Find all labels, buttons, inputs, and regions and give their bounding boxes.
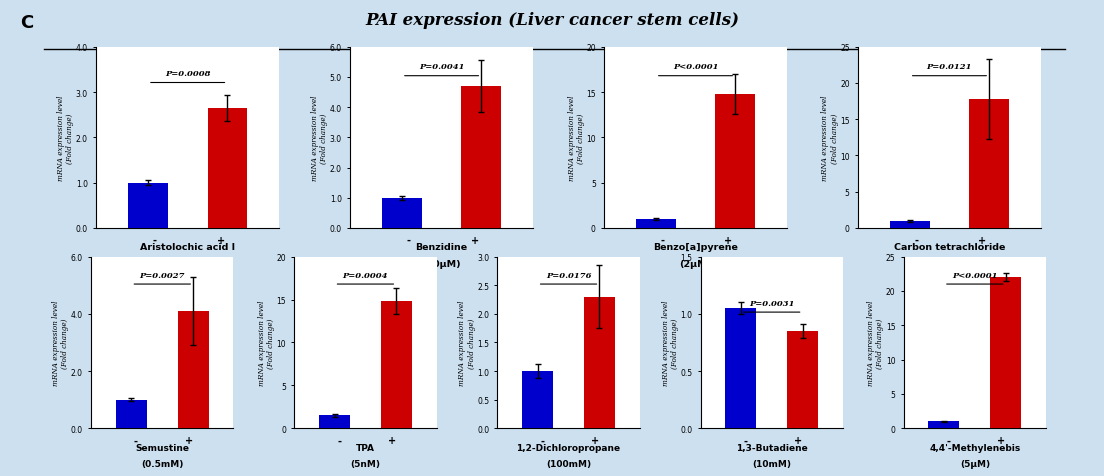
Y-axis label: mRNA expression level
(Fold change): mRNA expression level (Fold change) bbox=[458, 300, 476, 386]
Text: P=0.0121: P=0.0121 bbox=[926, 63, 973, 71]
Text: +: + bbox=[388, 436, 396, 446]
Bar bbox=[928, 422, 959, 428]
Bar bbox=[319, 416, 350, 428]
Y-axis label: mRNA expression level
(Fold change): mRNA expression level (Fold change) bbox=[257, 300, 275, 386]
Bar bbox=[208, 109, 247, 228]
Text: C: C bbox=[20, 14, 33, 32]
Text: TPA: TPA bbox=[355, 443, 375, 452]
Text: P=0.0041: P=0.0041 bbox=[418, 63, 465, 71]
Bar bbox=[116, 400, 147, 428]
Y-axis label: mRNA expression level
(Fold change): mRNA expression level (Fold change) bbox=[867, 300, 884, 386]
Text: P=0.0031: P=0.0031 bbox=[749, 299, 795, 307]
Text: Carbon tetrachloride: Carbon tetrachloride bbox=[894, 243, 1005, 252]
Text: (6.5μM): (6.5μM) bbox=[928, 259, 970, 268]
Text: P=0.0004: P=0.0004 bbox=[342, 271, 389, 279]
Text: -: - bbox=[134, 436, 138, 446]
Text: Semustine: Semustine bbox=[136, 443, 189, 452]
Bar bbox=[382, 198, 422, 228]
Text: 4,4'-Methylenebis: 4,4'-Methylenebis bbox=[930, 443, 1020, 452]
Y-axis label: mRNA expression level
(Fold change): mRNA expression level (Fold change) bbox=[567, 95, 585, 181]
Text: (5nM): (5nM) bbox=[350, 459, 381, 468]
Bar bbox=[461, 87, 501, 228]
Text: P<0.0001: P<0.0001 bbox=[672, 63, 719, 71]
Text: +: + bbox=[470, 236, 479, 246]
Bar bbox=[715, 95, 755, 228]
Bar bbox=[725, 308, 756, 428]
Bar bbox=[890, 221, 930, 228]
Text: +: + bbox=[184, 436, 193, 446]
Text: P=0.0027: P=0.0027 bbox=[139, 271, 185, 279]
Text: Aristolochic acid I: Aristolochic acid I bbox=[140, 243, 235, 252]
Y-axis label: mRNA expression level
(Fold change): mRNA expression level (Fold change) bbox=[821, 95, 839, 181]
Text: -: - bbox=[152, 236, 157, 246]
Bar bbox=[522, 371, 553, 428]
Text: +: + bbox=[724, 236, 733, 246]
Text: 1,3-Butadiene: 1,3-Butadiene bbox=[736, 443, 807, 452]
Bar bbox=[990, 278, 1021, 428]
Text: P=0.0176: P=0.0176 bbox=[545, 271, 592, 279]
Text: 1,2-Dichloropropane: 1,2-Dichloropropane bbox=[517, 443, 620, 452]
Text: Benzo[a]pyrene: Benzo[a]pyrene bbox=[654, 243, 737, 252]
Text: -: - bbox=[914, 236, 919, 246]
Text: P<0.0001: P<0.0001 bbox=[952, 271, 998, 279]
Text: +: + bbox=[997, 436, 1006, 446]
Y-axis label: mRNA expression level
(Fold change): mRNA expression level (Fold change) bbox=[57, 95, 74, 181]
Text: +: + bbox=[978, 236, 987, 246]
Text: (5μM): (5μM) bbox=[959, 459, 990, 468]
Text: Benzidine: Benzidine bbox=[415, 243, 468, 252]
Text: -: - bbox=[946, 436, 951, 446]
Text: (10μM): (10μM) bbox=[423, 259, 460, 268]
Text: (2μM): (2μM) bbox=[679, 259, 712, 268]
Text: -: - bbox=[540, 436, 544, 446]
Text: (10mM): (10mM) bbox=[752, 459, 792, 468]
Text: +: + bbox=[216, 236, 225, 246]
Text: -: - bbox=[743, 436, 747, 446]
Y-axis label: mRNA expression level
(Fold change): mRNA expression level (Fold change) bbox=[311, 95, 328, 181]
Y-axis label: mRNA expression level
(Fold change): mRNA expression level (Fold change) bbox=[661, 300, 679, 386]
Text: (100mM): (100mM) bbox=[546, 459, 591, 468]
Text: -: - bbox=[406, 236, 411, 246]
Text: PAI expression (Liver cancer stem cells): PAI expression (Liver cancer stem cells) bbox=[365, 12, 739, 29]
Text: (10μM): (10μM) bbox=[169, 259, 206, 268]
Text: +: + bbox=[591, 436, 599, 446]
Bar bbox=[128, 183, 168, 228]
Text: -: - bbox=[660, 236, 665, 246]
Text: +: + bbox=[794, 436, 803, 446]
Bar bbox=[584, 297, 615, 428]
Bar bbox=[787, 331, 818, 428]
Text: -: - bbox=[337, 436, 341, 446]
Text: P=0.0008: P=0.0008 bbox=[164, 70, 211, 78]
Y-axis label: mRNA expression level
(Fold change): mRNA expression level (Fold change) bbox=[52, 300, 70, 386]
Text: (0.5mM): (0.5mM) bbox=[141, 459, 183, 468]
Bar bbox=[178, 311, 209, 428]
Bar bbox=[381, 302, 412, 428]
Bar bbox=[636, 219, 676, 228]
Bar bbox=[969, 99, 1009, 228]
